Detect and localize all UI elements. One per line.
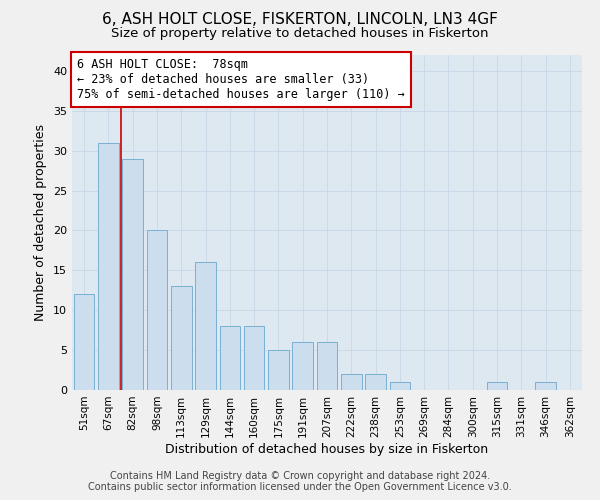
Bar bbox=[220, 326, 240, 390]
X-axis label: Distribution of detached houses by size in Fiskerton: Distribution of detached houses by size … bbox=[166, 442, 488, 456]
Bar bbox=[389, 382, 410, 390]
Text: Contains HM Land Registry data © Crown copyright and database right 2024.
Contai: Contains HM Land Registry data © Crown c… bbox=[88, 471, 512, 492]
Y-axis label: Number of detached properties: Number of detached properties bbox=[34, 124, 47, 321]
Text: 6 ASH HOLT CLOSE:  78sqm
← 23% of detached houses are smaller (33)
75% of semi-d: 6 ASH HOLT CLOSE: 78sqm ← 23% of detache… bbox=[77, 58, 405, 102]
Bar bbox=[195, 262, 216, 390]
Bar bbox=[98, 142, 119, 390]
Bar bbox=[341, 374, 362, 390]
Bar bbox=[244, 326, 265, 390]
Bar bbox=[365, 374, 386, 390]
Bar bbox=[146, 230, 167, 390]
Bar bbox=[122, 158, 143, 390]
Text: Size of property relative to detached houses in Fiskerton: Size of property relative to detached ho… bbox=[111, 28, 489, 40]
Bar bbox=[535, 382, 556, 390]
Bar bbox=[487, 382, 508, 390]
Bar bbox=[74, 294, 94, 390]
Bar bbox=[292, 342, 313, 390]
Bar bbox=[268, 350, 289, 390]
Bar bbox=[171, 286, 191, 390]
Bar bbox=[317, 342, 337, 390]
Text: 6, ASH HOLT CLOSE, FISKERTON, LINCOLN, LN3 4GF: 6, ASH HOLT CLOSE, FISKERTON, LINCOLN, L… bbox=[102, 12, 498, 28]
